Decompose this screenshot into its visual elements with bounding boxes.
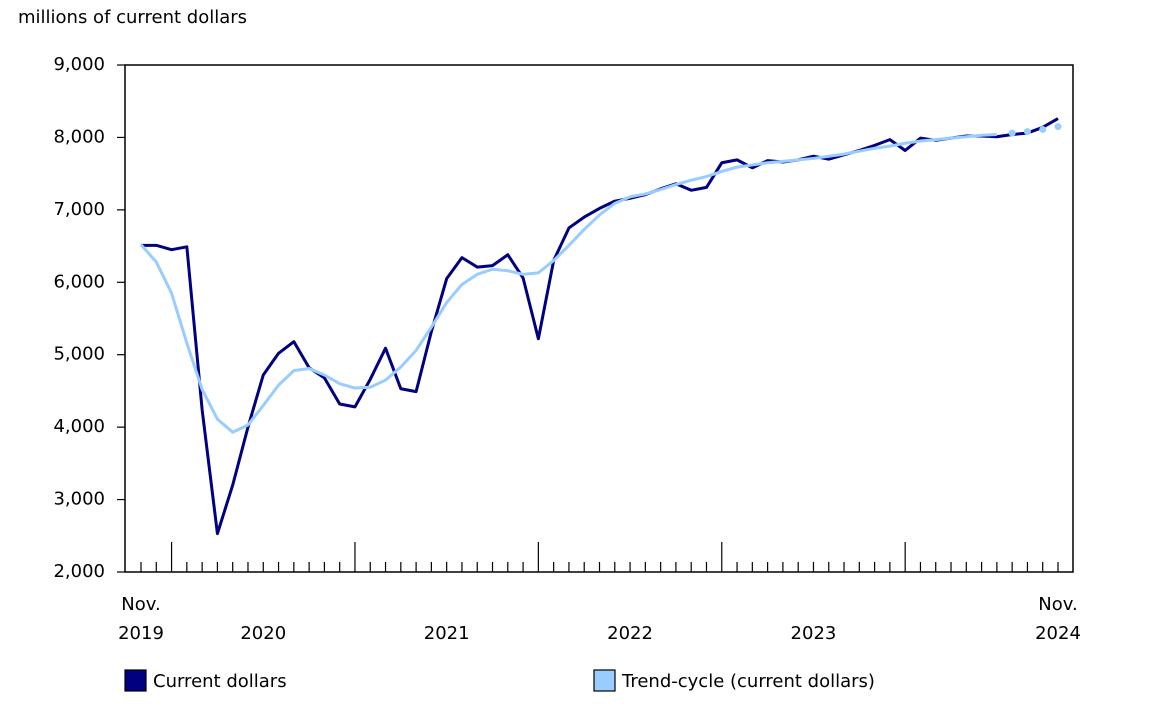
legend-label: Current dollars [153,671,287,692]
y-tick-label: 6,000 [53,271,105,292]
trend-point [1008,129,1016,137]
y-tick-label: 3,000 [53,489,105,510]
trend-point [1054,123,1062,131]
trend-point [1039,125,1047,133]
legend-swatch [593,669,616,692]
y-tick-label: 2,000 [53,561,105,582]
x-tick-label: Nov. 2024 [1035,594,1081,644]
series-line [141,117,1059,536]
x-tick-label: 2022 [607,623,653,644]
x-tick-label: 2021 [423,623,470,644]
x-tick-label: 2020 [240,623,287,644]
y-tick-label: 4,000 [53,416,105,437]
trend-point [1023,128,1031,136]
series-line [139,133,997,434]
y-tick-label: 7,000 [53,199,105,220]
legend-swatch [124,669,147,692]
y-tick-label: 9,000 [53,54,105,75]
legend-label: Trend-cycle (current dollars) [621,671,875,692]
x-tick-label: 2023 [790,623,837,644]
y-tick-label: 5,000 [53,344,105,365]
y-axis-label: millions of current dollars [18,7,247,28]
y-tick-label: 8,000 [53,126,105,147]
x-tick-label: Nov. 2019 [118,594,164,644]
